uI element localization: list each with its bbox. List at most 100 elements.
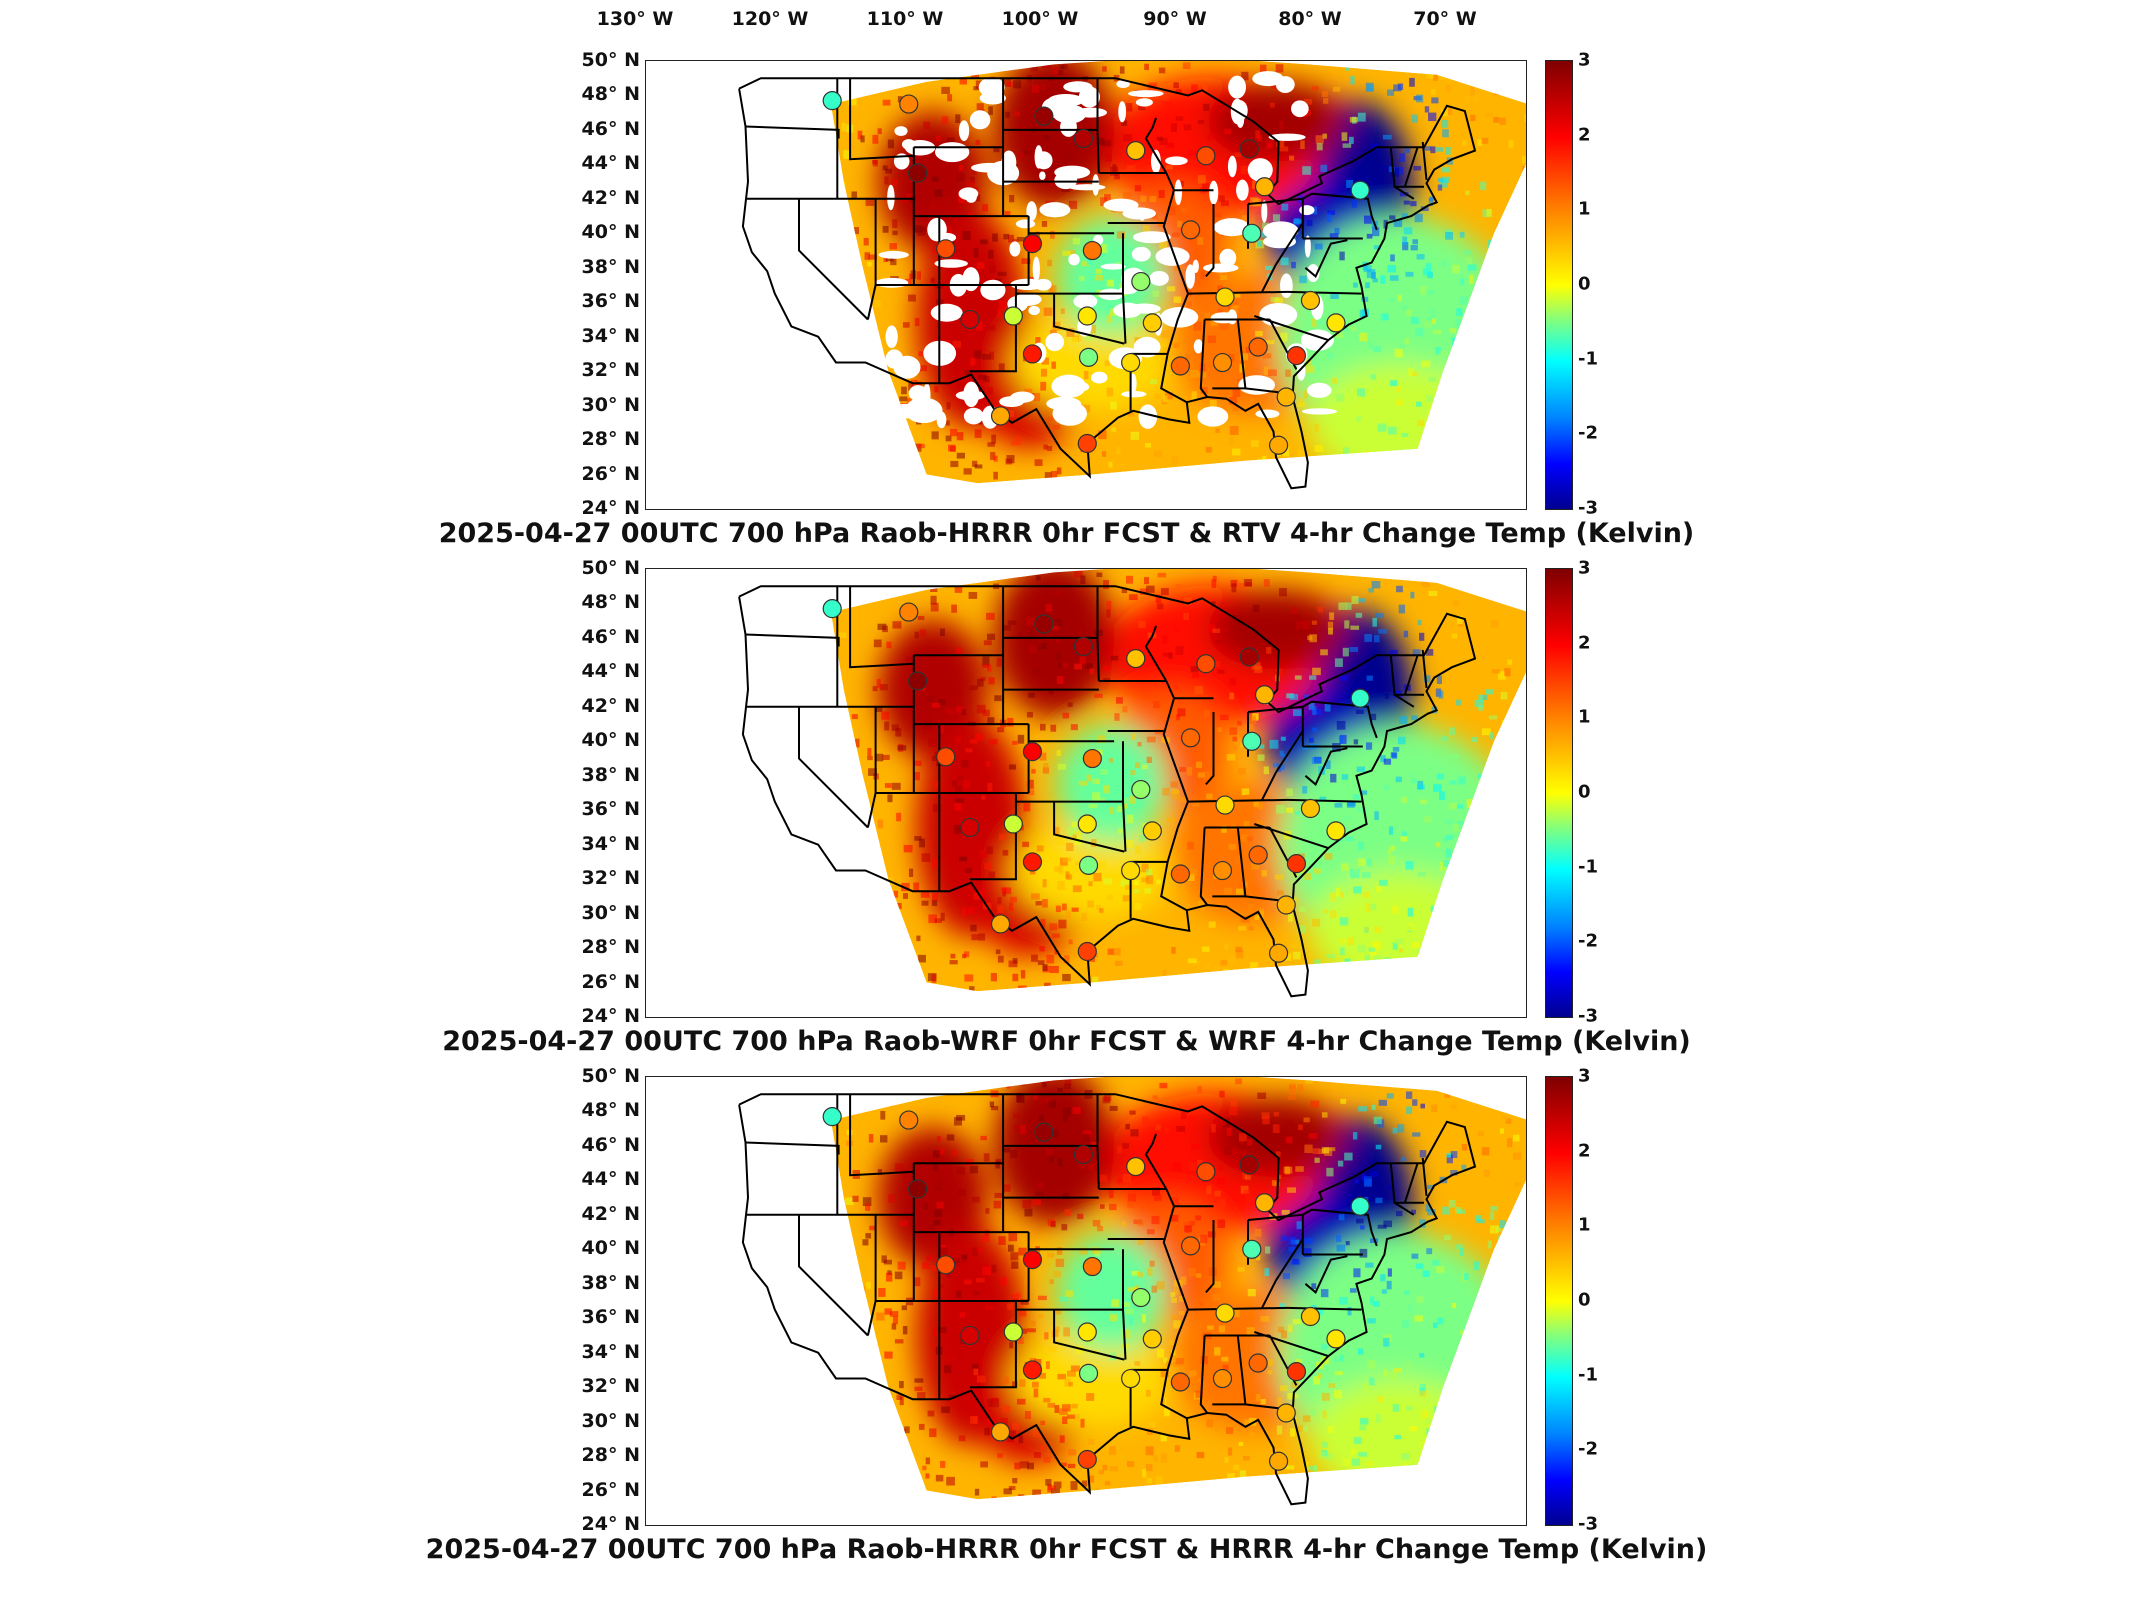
lat-label: 42° N bbox=[581, 1202, 640, 1225]
state-line bbox=[1287, 290, 1362, 295]
raob-station-marker bbox=[908, 163, 928, 183]
colorbar-tick-label: -3 bbox=[1578, 1513, 1598, 1535]
raob-station-marker bbox=[1077, 814, 1097, 834]
lat-label: 28° N bbox=[581, 936, 640, 959]
state-line bbox=[1199, 827, 1209, 906]
lat-label: 30° N bbox=[581, 1409, 640, 1432]
lat-label: 36° N bbox=[581, 290, 640, 313]
state-line bbox=[1205, 1220, 1215, 1294]
state-line bbox=[1144, 1133, 1168, 1190]
raob-station-marker bbox=[1022, 234, 1043, 254]
raob-station-marker bbox=[1022, 1360, 1043, 1380]
raob-station-marker bbox=[1170, 1372, 1190, 1392]
raob-station-marker bbox=[1212, 860, 1233, 881]
panel-caption: 2025-04-27 00UTC 700 hPa Raob-HRRR 0hr F… bbox=[425, 1534, 1708, 1565]
state-line bbox=[1160, 172, 1190, 404]
state-line bbox=[1122, 233, 1127, 344]
lat-label: 26° N bbox=[581, 1478, 640, 1501]
colorbar-tick-label: -1 bbox=[1578, 348, 1598, 370]
state-line bbox=[1275, 1238, 1304, 1281]
lon-label-100w: 100° W bbox=[1001, 8, 1079, 30]
colorbar-tick-label: 2 bbox=[1578, 1140, 1591, 1162]
lat-label: 44° N bbox=[581, 152, 640, 175]
colorbar-tick-label: -3 bbox=[1578, 497, 1598, 519]
raob-station-marker bbox=[822, 91, 842, 111]
state-line bbox=[1160, 1188, 1190, 1420]
raob-station-marker bbox=[960, 1325, 980, 1346]
colorbar-tick-label: 0 bbox=[1578, 273, 1591, 295]
colorbar-tick-label: 1 bbox=[1578, 1214, 1591, 1236]
raob-station-marker bbox=[1286, 1362, 1307, 1382]
raob-station-marker bbox=[1082, 240, 1102, 261]
lat-label: 32° N bbox=[581, 867, 640, 890]
raob-station-marker bbox=[1215, 1303, 1235, 1323]
raob-station-marker bbox=[1126, 648, 1146, 669]
state-line bbox=[1144, 625, 1168, 682]
lat-label: 46° N bbox=[581, 625, 640, 648]
raob-station-marker bbox=[1215, 795, 1235, 815]
colorbar-tick-label: 1 bbox=[1578, 706, 1591, 728]
lat-label: 34° N bbox=[581, 1340, 640, 1363]
raob-station-marker bbox=[1248, 337, 1268, 357]
colorbar-tick-label: -2 bbox=[1578, 1438, 1598, 1460]
state-line bbox=[1304, 239, 1348, 279]
raob-station-marker bbox=[1196, 146, 1216, 166]
raob-station-marker bbox=[1142, 313, 1162, 333]
raob-station-marker bbox=[1073, 128, 1094, 149]
state-line bbox=[745, 633, 840, 647]
state-line bbox=[1253, 823, 1329, 850]
state-boundaries bbox=[738, 77, 1477, 490]
state-line bbox=[1096, 78, 1100, 174]
raob-station-marker bbox=[960, 309, 980, 330]
raob-station-marker bbox=[1268, 1451, 1289, 1471]
temperature-map bbox=[645, 60, 1527, 510]
state-line bbox=[1302, 700, 1378, 739]
coastline bbox=[738, 1093, 1477, 1506]
raob-station-marker bbox=[899, 94, 919, 114]
colorbar-tick-label: 0 bbox=[1578, 781, 1591, 803]
state-line bbox=[1205, 204, 1215, 278]
lat-label: 40° N bbox=[581, 1237, 640, 1260]
colorbar-tick-label: -2 bbox=[1578, 930, 1598, 952]
raob-station-marker bbox=[1077, 306, 1097, 326]
temperature-map bbox=[645, 1076, 1527, 1526]
raob-station-marker bbox=[1276, 1403, 1296, 1423]
raob-station-marker bbox=[1034, 1122, 1054, 1142]
field-anomaly bbox=[1308, 870, 1489, 991]
state-line bbox=[1122, 1249, 1127, 1360]
raob-station-marker bbox=[1239, 647, 1259, 667]
state-line bbox=[1187, 798, 1288, 803]
raob-station-marker bbox=[1268, 435, 1289, 455]
raob-station-marker bbox=[1286, 346, 1307, 366]
raob-station-marker bbox=[1003, 306, 1023, 326]
raob-station-marker bbox=[1242, 223, 1262, 243]
raob-station-marker bbox=[1170, 356, 1190, 376]
lat-label: 44° N bbox=[581, 1168, 640, 1191]
lat-label: 46° N bbox=[581, 117, 640, 140]
map-canvas bbox=[738, 61, 1526, 490]
state-line bbox=[1053, 1309, 1125, 1361]
temperature-change-field bbox=[830, 1077, 1526, 1500]
raob-station-marker bbox=[1131, 271, 1151, 292]
state-line bbox=[1275, 222, 1304, 265]
raob-station-marker bbox=[1242, 1239, 1262, 1259]
lat-label: 40° N bbox=[581, 221, 640, 244]
raob-station-marker bbox=[1239, 139, 1259, 159]
state-line bbox=[866, 198, 877, 320]
raob-station-marker bbox=[1077, 941, 1097, 962]
raob-station-marker bbox=[1034, 614, 1054, 634]
state-line bbox=[1261, 771, 1277, 801]
raob-station-marker bbox=[1073, 1144, 1094, 1165]
state-line bbox=[1253, 315, 1329, 342]
raob-stations bbox=[822, 599, 1370, 963]
raob-station-marker bbox=[1121, 860, 1141, 881]
state-line bbox=[1421, 1157, 1428, 1196]
raob-station-marker bbox=[899, 1110, 919, 1130]
raob-station-marker bbox=[1077, 1322, 1097, 1342]
state-line bbox=[1199, 319, 1209, 398]
lat-label: 44° N bbox=[581, 660, 640, 683]
lat-label: 48° N bbox=[581, 83, 640, 106]
panel-caption: 2025-04-27 00UTC 700 hPa Raob-WRF 0hr FC… bbox=[442, 1026, 1691, 1057]
colorbar-tick-label: 3 bbox=[1578, 49, 1591, 71]
raob-station-marker bbox=[1022, 852, 1043, 872]
